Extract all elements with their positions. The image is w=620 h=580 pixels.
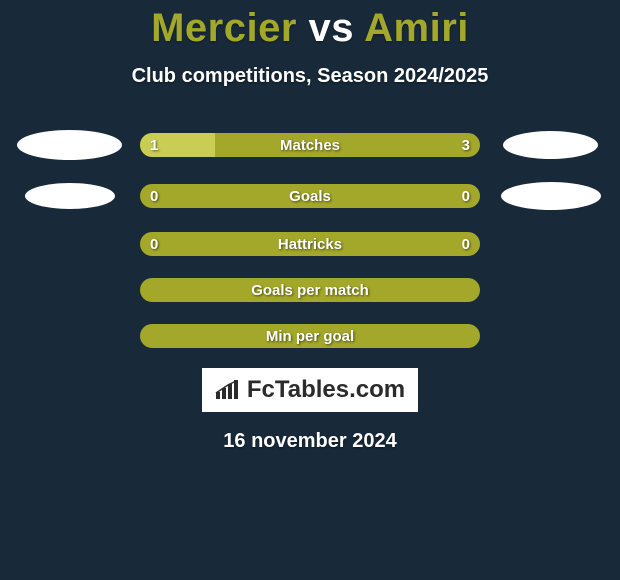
brand-text: FcTables.com: [247, 376, 405, 404]
stat-label: Matches: [140, 133, 480, 157]
stat-value-right: 3: [452, 133, 480, 157]
comparison-canvas: Mercier vs Amiri Club competitions, Seas…: [0, 0, 620, 580]
stat-label: Min per goal: [140, 324, 480, 348]
title-left-player: Mercier: [151, 6, 297, 50]
left-logo-slot: [17, 183, 122, 209]
stat-value-right: 0: [452, 184, 480, 208]
stat-value-left: 0: [140, 232, 168, 256]
left-logo-placeholder: [25, 183, 115, 209]
stat-row-goals: Goals0 0: [0, 182, 620, 210]
stat-bar-hattricks: Hattricks0 0: [140, 232, 480, 256]
brand-box: FcTables.com: [202, 368, 418, 412]
stat-value-right: 0: [452, 232, 480, 256]
stat-row-hattricks: Hattricks0 0: [0, 232, 620, 256]
stat-bar-mpg: Min per goal: [140, 324, 480, 348]
stat-value-left: 0: [140, 184, 168, 208]
stat-bar-matches: Matches1 3: [140, 133, 480, 157]
title-right-player: Amiri: [364, 6, 469, 50]
stat-label: Hattricks: [140, 232, 480, 256]
stats-rows: Matches13Goals00Hattricks00Goals per mat…: [0, 130, 620, 348]
stat-value-left: 1: [140, 133, 168, 157]
left-logo-slot: [17, 130, 122, 160]
subtitle: Club competitions, Season 2024/2025: [0, 65, 620, 88]
stat-label: Goals per match: [140, 278, 480, 302]
right-logo-slot: [498, 182, 603, 210]
stat-label: Goals: [140, 184, 480, 208]
bar-chart-icon: [215, 380, 241, 400]
title-vs: vs: [297, 6, 364, 50]
stat-row-gpm: Goals per match: [0, 278, 620, 302]
left-logo-placeholder: [17, 130, 122, 160]
footer-date: 16 november 2024: [0, 430, 620, 453]
stat-row-matches: Matches1 3: [0, 130, 620, 160]
stat-bar-goals: Goals0 0: [140, 184, 480, 208]
page-title: Mercier vs Amiri: [0, 6, 620, 51]
stat-row-mpg: Min per goal: [0, 324, 620, 348]
right-logo-placeholder: [503, 131, 598, 159]
right-logo-placeholder: [501, 182, 601, 210]
stat-bar-gpm: Goals per match: [140, 278, 480, 302]
right-logo-slot: [498, 131, 603, 159]
